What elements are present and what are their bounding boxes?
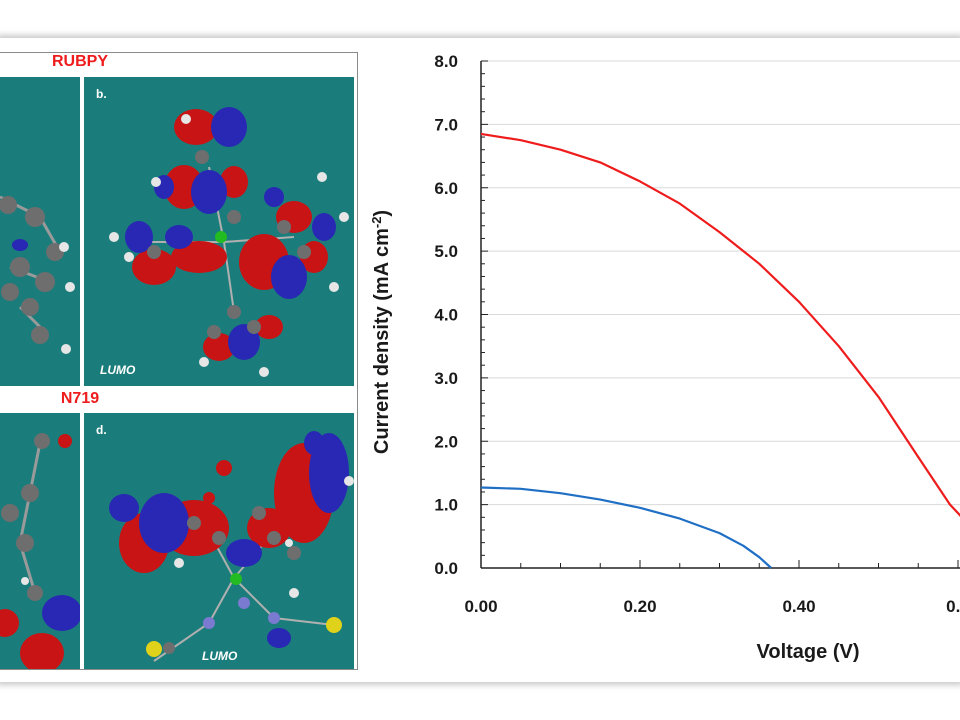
orbital-image-a — [0, 195, 75, 354]
y-tick-label-3: 3.0 — [434, 369, 458, 388]
orbital-tile-a — [0, 77, 80, 386]
x-tick-label-2: 0.40 — [782, 597, 815, 616]
tile-d-caption: LUMO — [202, 649, 238, 663]
jv-chart: 0.0 1.0 2.0 3.0 4.0 5.0 6.0 7.0 8.0 0.00 0.20 0.40… — [369, 52, 960, 663]
x-tick-label-3: 0.6 — [946, 597, 960, 616]
orbital-image-c — [0, 433, 80, 669]
orbital-tile-c — [0, 413, 80, 669]
y-tick-label-4: 4.0 — [434, 306, 458, 325]
x-axis-title: Voltage (V) — [757, 641, 860, 663]
y-axis-title-end: ) — [371, 210, 393, 217]
y-tick-label-6: 6.0 — [434, 179, 458, 198]
y-axis-title-main: Current density (mA cm — [371, 228, 393, 454]
orbital-tile-d: d. LUMO — [84, 413, 354, 669]
orbital-image-b — [109, 107, 349, 377]
panel-title-n719: N719 — [60, 390, 100, 407]
tile-b-caption: LUMO — [100, 363, 136, 377]
series-lines — [480, 132, 960, 569]
tile-b-tag: b. — [96, 87, 107, 101]
x-tick-label-0: 0.00 — [464, 597, 497, 616]
orbital-image-d — [109, 431, 354, 662]
axes — [480, 60, 960, 569]
y-tick-label-7: 7.0 — [434, 115, 458, 134]
y-tick-label-8: 8.0 — [434, 52, 458, 71]
x-tick-label-1: 0.20 — [623, 597, 656, 616]
orbital-tile-b: b. LUMO — [84, 77, 354, 386]
gridlines — [481, 60, 960, 506]
orbital-panel: RUBPY N719 — [0, 52, 358, 670]
tile-d-tag: d. — [96, 423, 107, 437]
panel-title-rubpy: RUBPY — [51, 53, 109, 70]
y-tick-label-0: 0.0 — [434, 559, 458, 578]
y-axis-title-sup: -2 — [369, 217, 384, 229]
y-tick-label-2: 2.0 — [434, 432, 458, 451]
series-line-0 — [480, 132, 960, 517]
y-tick-label-1: 1.0 — [434, 496, 458, 515]
x-tick-labels: 0.00 0.20 0.40 0.6 — [464, 597, 960, 616]
y-tick-labels: 0.0 1.0 2.0 3.0 4.0 5.0 6.0 7.0 8.0 — [434, 52, 458, 578]
y-axis-title: Current density (mA cm-2) — [369, 210, 393, 454]
series-line-1 — [480, 486, 772, 569]
y-tick-label-5: 5.0 — [434, 242, 458, 261]
